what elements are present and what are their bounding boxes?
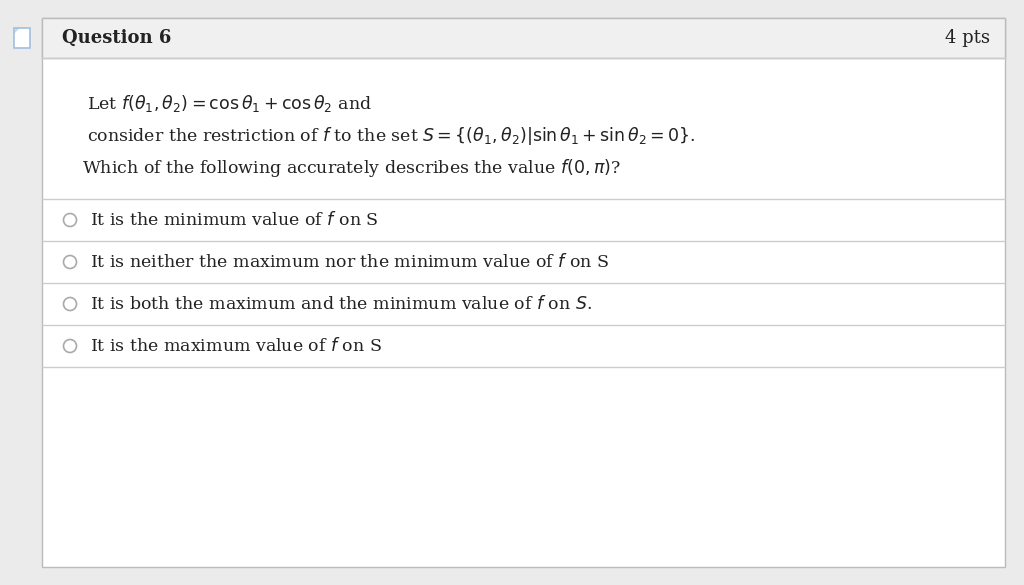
Text: 4 pts: 4 pts xyxy=(945,29,990,47)
Circle shape xyxy=(63,339,77,353)
Text: Which of the following accurately describes the value $f(0, \pi)$?: Which of the following accurately descri… xyxy=(82,157,621,179)
Circle shape xyxy=(63,256,77,269)
FancyBboxPatch shape xyxy=(42,18,1005,58)
Circle shape xyxy=(63,298,77,311)
FancyBboxPatch shape xyxy=(42,18,1005,567)
Text: It is the minimum value of $f$ on S: It is the minimum value of $f$ on S xyxy=(90,211,379,229)
Circle shape xyxy=(63,214,77,226)
FancyBboxPatch shape xyxy=(14,28,30,48)
Text: It is both the maximum and the minimum value of $f$ on $S$.: It is both the maximum and the minimum v… xyxy=(90,295,592,313)
Text: It is the maximum value of $f$ on S: It is the maximum value of $f$ on S xyxy=(90,337,382,355)
Text: Question 6: Question 6 xyxy=(62,29,171,47)
Text: It is neither the maximum nor the minimum value of $f$ on S: It is neither the maximum nor the minimu… xyxy=(90,253,609,271)
Polygon shape xyxy=(14,28,19,33)
Text: Let $f(\theta_1, \theta_2) = \cos \theta_1 + \cos \theta_2$ and: Let $f(\theta_1, \theta_2) = \cos \theta… xyxy=(87,93,372,114)
Text: consider the restriction of $f$ to the set $S = \{(\theta_1, \theta_2)|\sin \the: consider the restriction of $f$ to the s… xyxy=(87,125,696,147)
